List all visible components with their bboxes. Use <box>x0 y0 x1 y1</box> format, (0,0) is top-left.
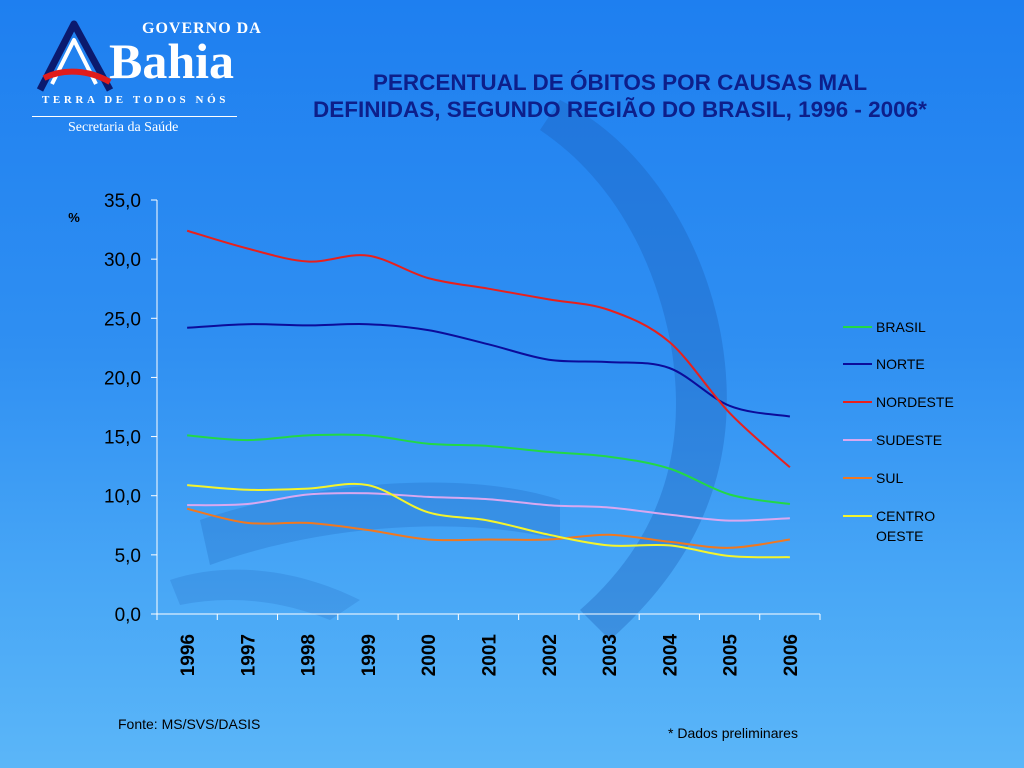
y-tick-label: 35,0 <box>104 191 141 212</box>
y-tick-label: 5,0 <box>115 546 141 567</box>
x-tick-label: 2004 <box>660 634 681 677</box>
x-tick-label: 1996 <box>178 634 199 676</box>
y-tick-label: 0,0 <box>115 605 141 626</box>
series-line-brasil <box>187 433 791 505</box>
x-tick-label: 2002 <box>540 634 561 676</box>
x-tick-label: 2006 <box>781 634 802 676</box>
x-tick-label: 1999 <box>359 634 380 676</box>
y-tick-label: 25,0 <box>104 309 141 330</box>
logo-main-text: Bahia <box>109 33 235 89</box>
legend-label-nordeste: NORDESTE <box>876 394 954 410</box>
preliminary-note: * Dados preliminares <box>668 725 798 741</box>
source-note: Fonte: MS/SVS/DASIS <box>118 716 261 732</box>
x-tick-label: 1997 <box>238 634 259 676</box>
legend-label-norte: NORTE <box>876 356 925 372</box>
governo-bahia-logo: GOVERNO DA Bahia TERRA DE TODOS NÓS Secr… <box>30 14 261 142</box>
legend-label-brasil: BRASIL <box>876 319 926 335</box>
y-tick-label: 10,0 <box>104 487 141 508</box>
x-tick-label: 1998 <box>299 634 320 676</box>
x-tick-label: 2003 <box>600 634 621 676</box>
y-tick-label: 15,0 <box>104 428 141 449</box>
series-line-norte <box>187 323 791 418</box>
x-tick-label: 2001 <box>480 634 501 677</box>
legend-label-centro-oeste: CENTRO OESTE <box>876 508 935 544</box>
x-tick-label: 2005 <box>721 634 742 677</box>
y-axis-label: % <box>68 210 80 225</box>
chart-title: PERCENTUAL DE ÓBITOS POR CAUSAS MAL DEFI… <box>220 70 1020 123</box>
chart-title-line-1: PERCENTUAL DE ÓBITOS POR CAUSAS MAL <box>372 70 868 95</box>
y-tick-label: 30,0 <box>104 250 141 271</box>
logo-department: Secretaria da Saúde <box>68 120 179 135</box>
legend-label-sudeste: SUDESTE <box>876 432 942 448</box>
legend-label-sul: SUL <box>876 470 903 486</box>
y-tick-label: 20,0 <box>104 368 141 389</box>
series-line-sudeste <box>187 492 790 522</box>
logo-emblem-icon <box>36 20 114 92</box>
series-line-nordeste <box>186 229 791 469</box>
logo-top-text: GOVERNO DA <box>142 20 262 37</box>
x-tick-label: 2000 <box>419 634 440 676</box>
logo-divider <box>32 116 237 117</box>
series-line-centro-oeste <box>187 482 790 559</box>
chart-title-line-2: DEFINIDAS, SEGUNDO REGIÃO DO BRASIL, 199… <box>313 96 927 122</box>
series-line-sul <box>186 507 791 549</box>
logo-tagline: TERRA DE TODOS NÓS <box>42 94 229 106</box>
